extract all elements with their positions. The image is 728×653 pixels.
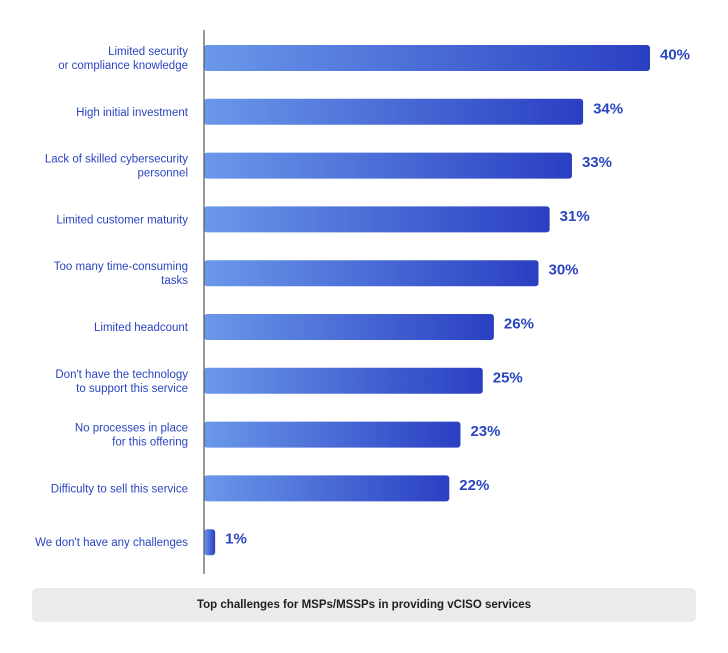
category-label-line: We don't have any challenges — [35, 537, 188, 549]
category-label-line: or compliance knowledge — [58, 60, 188, 72]
bar-chart: 40% Limited security or compliance knowled… — [35, 30, 690, 574]
bar-value-label: 1% — [225, 531, 247, 548]
bar-value-label: 22% — [459, 477, 489, 494]
bar-value-label: 26% — [504, 316, 534, 333]
category-label-line: personnel — [137, 168, 188, 180]
bar-value-label: 40% — [660, 47, 690, 64]
category-label: Limited security or compliance knowledge — [58, 46, 188, 72]
category-label-line: Lack of skilled cybersecurity — [45, 154, 188, 166]
bar-value-label: 34% — [593, 100, 623, 117]
bar — [204, 475, 450, 502]
category-label: Limited customer maturity — [56, 214, 188, 226]
bar-value-label: 25% — [493, 369, 523, 386]
bar — [204, 98, 584, 125]
chart-caption-box: Top challenges for MSPs/MSSPs in providi… — [32, 588, 696, 622]
bar — [204, 45, 650, 71]
category-label: No processes in place for this offering — [75, 423, 188, 449]
bar — [204, 152, 572, 179]
category-label: Limited headcount — [94, 322, 189, 334]
category-label-line: Limited customer maturity — [56, 214, 188, 226]
category-label: Don't have the technology to support this… — [55, 369, 188, 395]
category-label-line: for this offering — [112, 437, 188, 449]
category-label: High initial investment — [76, 107, 189, 119]
category-label-line: Don't have the technology — [55, 369, 188, 381]
bar — [204, 206, 550, 233]
bar-value-label: 33% — [582, 154, 612, 171]
category-label-line: Too many time-consuming — [54, 261, 188, 273]
bar-value-label: 23% — [470, 423, 500, 440]
category-label-line: High initial investment — [76, 107, 189, 119]
category-label-line: Limited headcount — [94, 322, 189, 334]
bar — [204, 367, 483, 394]
category-label: Too many time-consuming tasks — [54, 261, 188, 287]
category-label-line: Difficulty to sell this service — [51, 483, 188, 495]
bar-value-label: 30% — [549, 262, 579, 279]
bars-layer: 40% Limited security or compliance knowled… — [35, 45, 690, 556]
chart-title: Top challenges for MSPs/MSSPs in providi… — [196, 599, 532, 611]
bar — [204, 421, 461, 448]
category-label-line: tasks — [161, 275, 188, 287]
bar — [204, 260, 539, 287]
category-label: Lack of skilled cybersecurity personnel — [45, 154, 188, 180]
bar — [204, 529, 216, 556]
category-label-line: No processes in place — [75, 423, 188, 435]
category-label: We don't have any challenges — [35, 537, 188, 549]
category-label: Difficulty to sell this service — [51, 483, 188, 495]
category-label-line: to support this service — [76, 383, 188, 395]
category-label-line: Limited security — [108, 46, 188, 58]
bar — [204, 314, 494, 340]
bar-value-label: 31% — [560, 208, 590, 225]
